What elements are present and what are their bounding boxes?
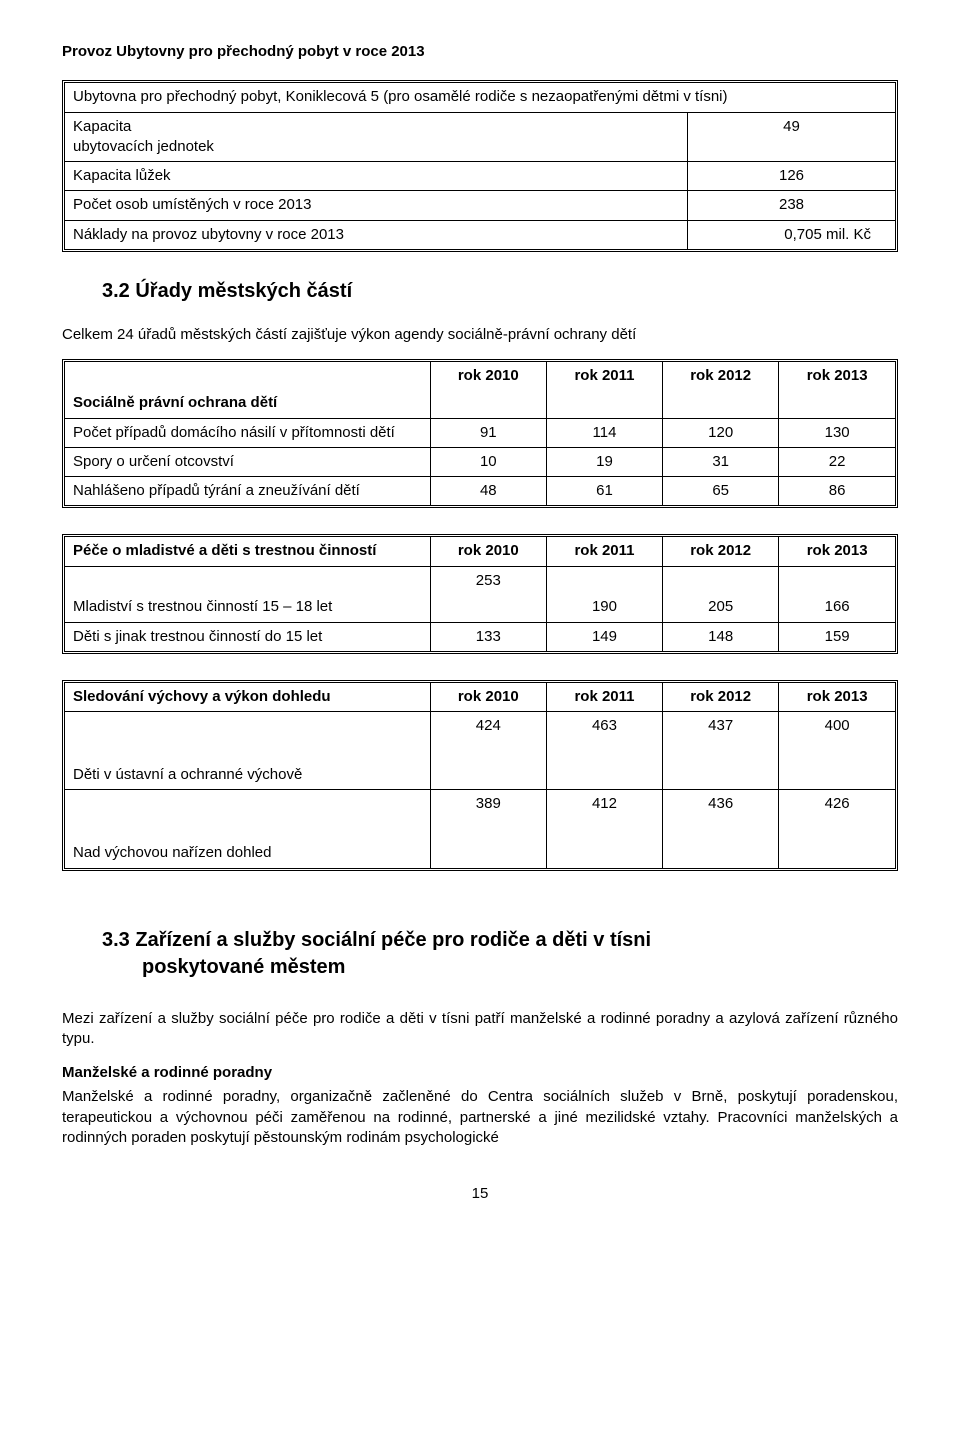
table3-cell: 149: [546, 622, 662, 651]
table2-cell: Nahlášeno případů týrání a zneužívání dě…: [65, 477, 430, 506]
table1-row-label: Náklady na provoz ubytovny v roce 2013: [65, 220, 688, 249]
table3-header: rok 2013: [779, 537, 895, 566]
table2-cell: 31: [663, 447, 779, 476]
table2-header: rok 2011: [546, 362, 662, 418]
table3-cell: 190: [546, 566, 662, 622]
table4-cell: 463: [546, 712, 662, 790]
table4-header: rok 2011: [546, 683, 662, 712]
table2-cell: 91: [430, 418, 546, 447]
table-ubytovna: Ubytovna pro přechodný pobyt, Koniklecov…: [62, 80, 898, 252]
section-32-heading: 3.2 Úřady městských částí: [102, 278, 898, 305]
table3-cell: 133: [430, 622, 546, 651]
table-pece-mladistve: Péče o mladistvé a děti s trestnou činno…: [62, 534, 898, 654]
table2-cell: 130: [779, 418, 895, 447]
table2-cell: Počet případů domácího násilí v přítomno…: [65, 418, 430, 447]
table2-cell: 61: [546, 477, 662, 506]
section-33-para1: Mezi zařízení a služby sociální péče pro…: [62, 1009, 898, 1050]
section-33-heading-line1: 3.3 Zařízení a služby sociální péče pro …: [102, 929, 651, 951]
table3-header: rok 2011: [546, 537, 662, 566]
table3-cell: 159: [779, 622, 895, 651]
table4-cell: 436: [663, 790, 779, 868]
table2-cell: 86: [779, 477, 895, 506]
table2-header: rok 2010: [430, 362, 546, 418]
table2-cell: 65: [663, 477, 779, 506]
table3-cell: 253: [430, 566, 546, 622]
table4-header: rok 2010: [430, 683, 546, 712]
table4-cell: 400: [779, 712, 895, 790]
table3-cell: 205: [663, 566, 779, 622]
section-32-intro: Celkem 24 úřadů městských částí zajišťuj…: [62, 325, 898, 345]
table4-header: Sledování výchovy a výkon dohledu: [65, 683, 430, 712]
table2-cell: 120: [663, 418, 779, 447]
table4-header: rok 2012: [663, 683, 779, 712]
table1-row-value: 238: [688, 191, 896, 220]
table3-header: rok 2012: [663, 537, 779, 566]
table1-row-value: 49: [688, 112, 896, 162]
table1-row-label: Kapacita lůžek: [65, 162, 688, 191]
table4-cell: 389: [430, 790, 546, 868]
page-title: Provoz Ubytovny pro přechodný pobyt v ro…: [62, 42, 898, 62]
table4-cell: 412: [546, 790, 662, 868]
table1-row-value: 0,705 mil. Kč: [688, 220, 896, 249]
table3-cell: 166: [779, 566, 895, 622]
section-33-heading-line2: poskytované městem: [142, 954, 898, 981]
table4-cell: Děti v ústavní a ochranné výchově: [65, 712, 430, 790]
table3-header: rok 2010: [430, 537, 546, 566]
table2-header: rok 2012: [663, 362, 779, 418]
page-number: 15: [62, 1184, 898, 1204]
table3-cell: 148: [663, 622, 779, 651]
table1-row-label: Kapacita ubytovacích jednotek: [65, 112, 688, 162]
table3-cell: Mladiství s trestnou činností 15 – 18 le…: [65, 566, 430, 622]
section-33-para2: Manželské a rodinné poradny, organizačně…: [62, 1087, 898, 1148]
table3-cell: Děti s jinak trestnou činností do 15 let: [65, 622, 430, 651]
table1-row-label: Počet osob umístěných v roce 2013: [65, 191, 688, 220]
table2-cell: 19: [546, 447, 662, 476]
table-sledovani-vychovy: Sledování výchovy a výkon dohledu rok 20…: [62, 680, 898, 871]
table2-header: Sociálně právní ochrana dětí: [65, 362, 430, 418]
section-33-heading: 3.3 Zařízení a služby sociální péče pro …: [102, 927, 898, 981]
table4-cell: 424: [430, 712, 546, 790]
table2-cell: 48: [430, 477, 546, 506]
table4-header: rok 2013: [779, 683, 895, 712]
table4-cell: Nad výchovou nařízen dohled: [65, 790, 430, 868]
table1-row-value: 126: [688, 162, 896, 191]
table3-header: Péče o mladistvé a děti s trestnou činno…: [65, 537, 430, 566]
table4-cell: 426: [779, 790, 895, 868]
table2-cell: 22: [779, 447, 895, 476]
table2-header: rok 2013: [779, 362, 895, 418]
table4-cell: 437: [663, 712, 779, 790]
table1-header: Ubytovna pro přechodný pobyt, Koniklecov…: [65, 83, 895, 112]
table2-cell: Spory o určení otcovství: [65, 447, 430, 476]
section-33-subhead: Manželské a rodinné poradny: [62, 1063, 898, 1083]
table2-cell: 10: [430, 447, 546, 476]
table-socialne-pravni: Sociálně právní ochrana dětí rok 2010 ro…: [62, 359, 898, 508]
table2-cell: 114: [546, 418, 662, 447]
